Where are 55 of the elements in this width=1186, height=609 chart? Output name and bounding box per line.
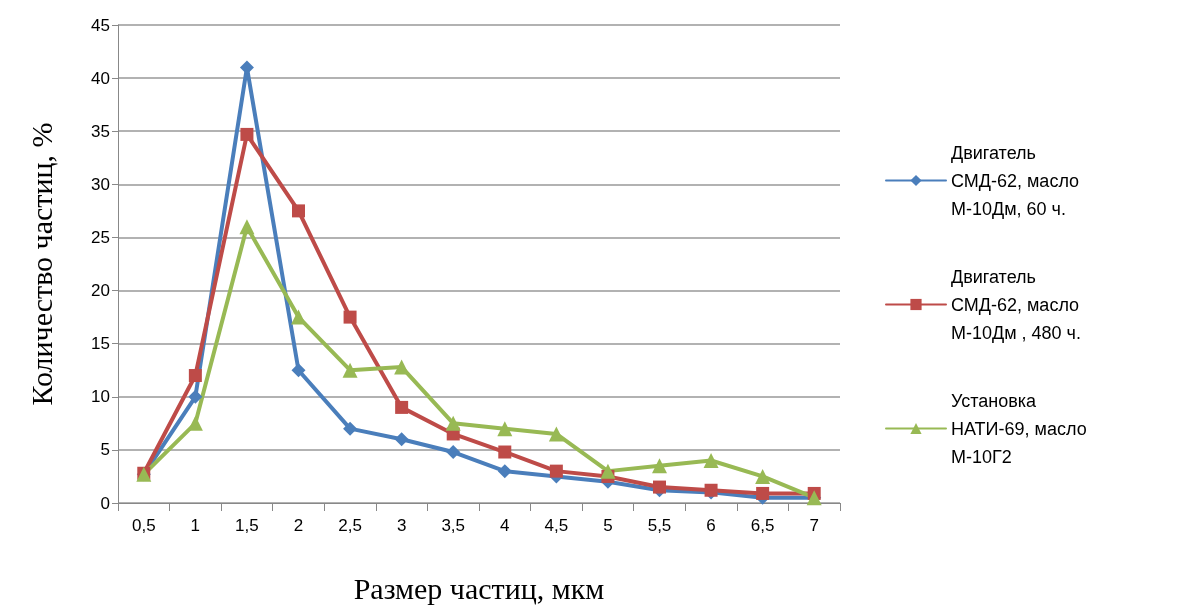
point	[188, 369, 202, 383]
y-axis-title: Количество частиц, %	[24, 122, 58, 406]
point	[652, 458, 667, 474]
point	[292, 204, 305, 218]
x-tick-label: 2	[293, 516, 304, 535]
point	[394, 432, 409, 447]
point	[497, 421, 513, 437]
y-tick-label: 5	[100, 440, 110, 460]
x-tick-label: 7	[809, 516, 819, 535]
y-tick-label: 25	[91, 227, 110, 247]
legend-label: Двигатель СМД-62, масло М-10Дм, 60 ч.	[951, 142, 1085, 219]
x-tick-label: 4	[500, 516, 510, 535]
point	[756, 486, 770, 500]
point	[703, 453, 719, 469]
point	[446, 445, 461, 460]
x-tick-label: 5,5	[647, 516, 672, 535]
point	[498, 445, 512, 459]
x-tick-label: 1,5	[235, 516, 259, 535]
y-tick-label: 20	[91, 281, 110, 301]
legend-label: Установка НАТИ-69, масло М-10Г2	[951, 390, 1092, 467]
point	[291, 309, 306, 325]
point	[549, 464, 563, 478]
x-tick-label: 2,5	[338, 516, 362, 535]
point	[343, 310, 357, 324]
x-tick-label: 0,5	[131, 516, 156, 535]
point	[291, 363, 306, 378]
point	[239, 219, 255, 235]
x-tick-label: 6	[706, 516, 716, 535]
point	[548, 426, 564, 442]
point	[755, 468, 771, 484]
point	[394, 359, 410, 375]
x-tick-label: 4,5	[544, 516, 569, 535]
y-tick-label: 10	[91, 387, 110, 407]
point	[395, 400, 409, 414]
x-tick-label: 5	[603, 516, 613, 535]
x-tick-label: 3,5	[441, 516, 466, 535]
legend-label: Двигатель СМД-62, масло М-10Дм , 480 ч.	[951, 266, 1085, 343]
y-tick-label: 40	[91, 68, 110, 88]
point	[497, 464, 512, 479]
point	[445, 415, 461, 431]
x-tick-label: 3	[396, 516, 407, 535]
point	[240, 127, 254, 141]
y-tick-label: 30	[91, 174, 110, 194]
point	[653, 480, 666, 494]
point	[342, 362, 358, 378]
point	[188, 389, 203, 404]
y-tick-label: 15	[91, 334, 110, 354]
y-tick-label: 35	[91, 121, 110, 141]
x-tick-label: 1	[190, 516, 201, 535]
x-tick-label: 6,5	[750, 516, 775, 535]
y-tick-label: 0	[100, 493, 110, 513]
x-axis-title: Размер частиц, мкм	[353, 571, 605, 605]
point	[600, 463, 616, 479]
y-tick-label: 45	[91, 15, 110, 35]
point	[343, 421, 358, 436]
